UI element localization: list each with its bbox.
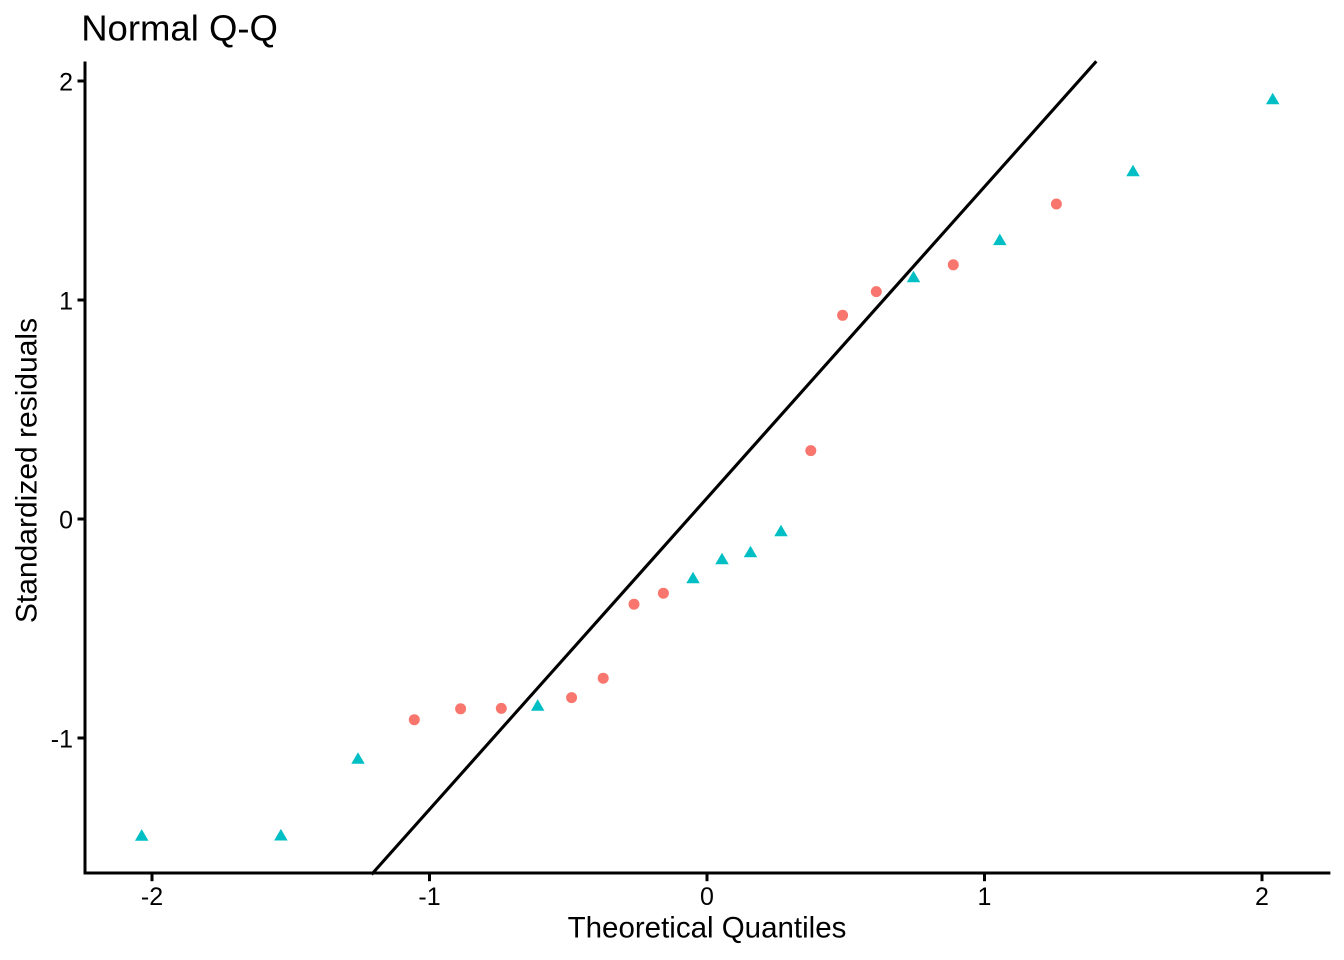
svg-text:1: 1 [59, 288, 73, 316]
svg-text:0: 0 [700, 883, 714, 911]
svg-text:Standardized residuals: Standardized residuals [11, 318, 44, 623]
svg-text:2: 2 [59, 69, 73, 97]
svg-text:1: 1 [978, 883, 992, 911]
svg-text:-2: -2 [141, 883, 163, 911]
svg-text:Theoretical Quantiles: Theoretical Quantiles [568, 912, 847, 945]
svg-text:-1: -1 [418, 883, 440, 911]
svg-text:0: 0 [59, 507, 73, 535]
svg-text:2: 2 [1255, 883, 1269, 911]
svg-text:-1: -1 [51, 726, 73, 754]
svg-text:Normal Q-Q: Normal Q-Q [81, 7, 278, 48]
